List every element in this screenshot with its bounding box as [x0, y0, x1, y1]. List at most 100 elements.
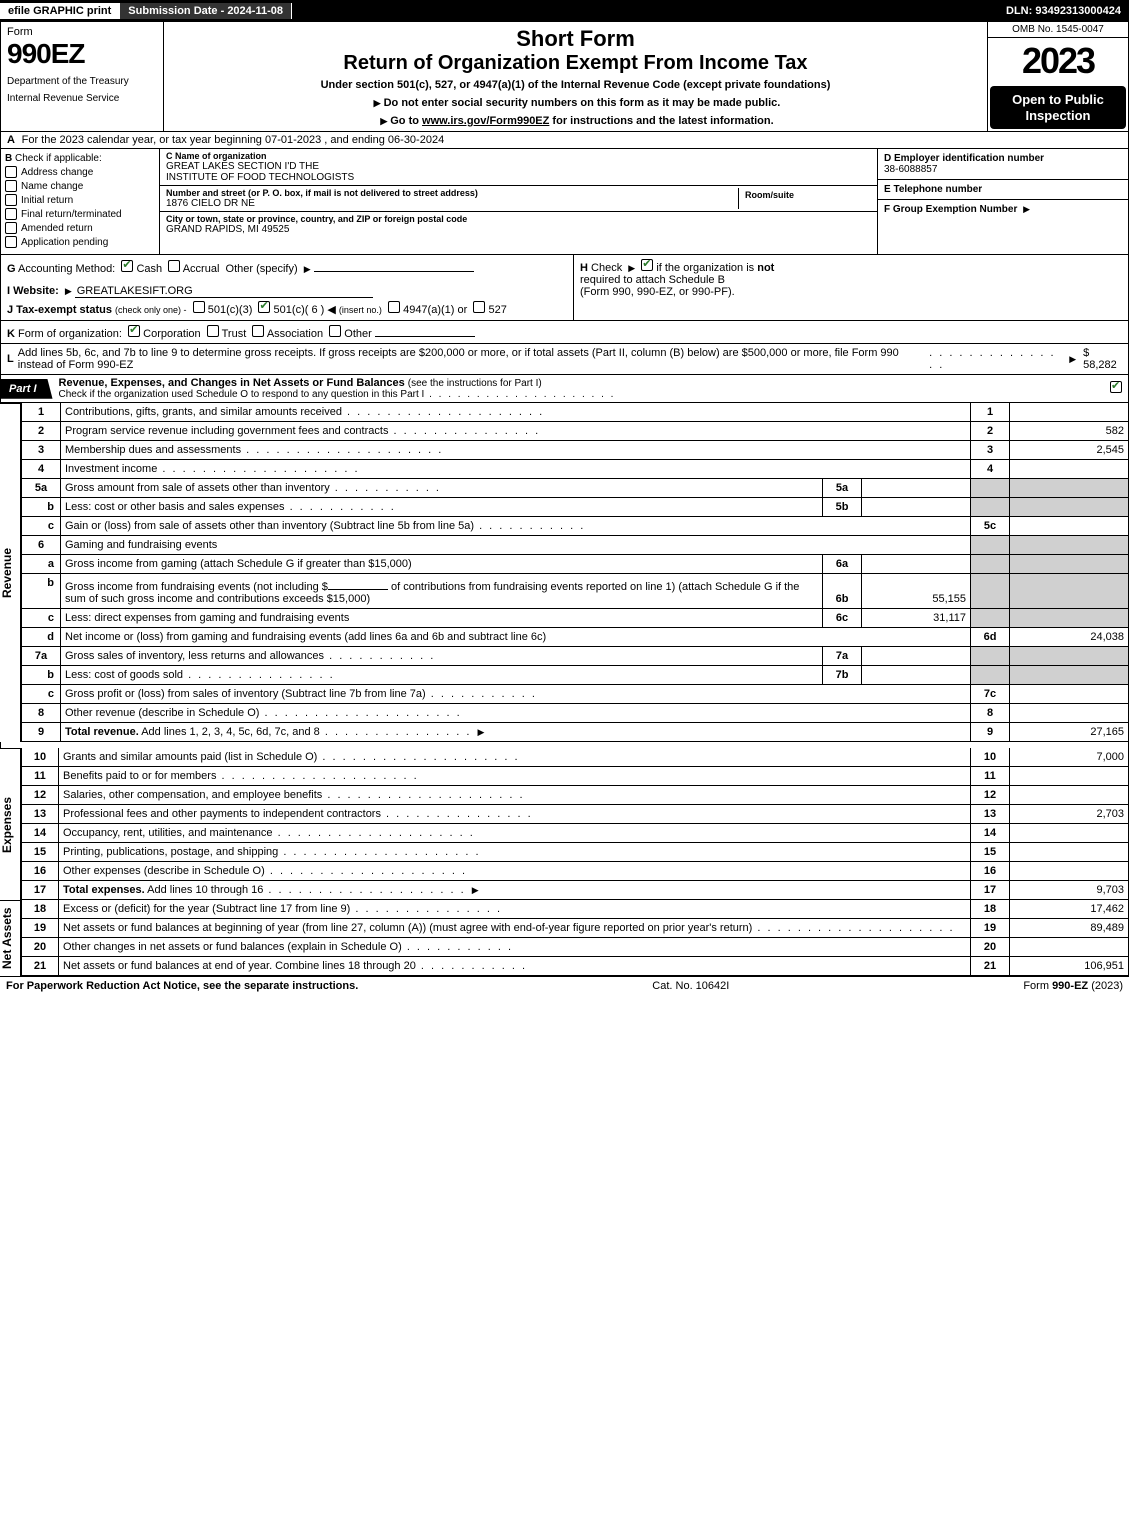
- l9-desc: Total revenue.: [65, 726, 139, 738]
- row-a-tax-year: A For the 2023 calendar year, or tax yea…: [0, 132, 1129, 149]
- l20-rn: 20: [971, 938, 1010, 957]
- l6a-rn-shade: [971, 555, 1010, 574]
- col-de: D Employer identification number 38-6088…: [877, 149, 1128, 254]
- h-text1: Check: [591, 262, 622, 274]
- form-label: Form: [7, 26, 157, 38]
- footer-right: Form 990-EZ (2023): [1023, 980, 1123, 992]
- chk-527[interactable]: [473, 301, 485, 313]
- l5b-rn-shade: [971, 498, 1010, 517]
- website-value[interactable]: GREATLAKESIFT.ORG: [75, 285, 373, 298]
- l5a-rv-shade: [1010, 479, 1129, 498]
- lbl-initial-return: Initial return: [21, 195, 73, 206]
- l19-rn: 19: [971, 919, 1010, 938]
- chk-final-return[interactable]: [5, 208, 17, 220]
- chk-schedule-b[interactable]: [641, 259, 653, 271]
- l7b-rv-shade: [1010, 666, 1129, 685]
- l15-num: 15: [22, 843, 59, 862]
- l20-num: 20: [22, 938, 59, 957]
- efile-print-button[interactable]: efile GRAPHIC print: [0, 3, 120, 19]
- chk-other-org[interactable]: [329, 325, 341, 337]
- part-1-tab: Part I: [1, 379, 53, 399]
- chk-initial-return[interactable]: [5, 194, 17, 206]
- top-bar: efile GRAPHIC print Submission Date - 20…: [0, 0, 1129, 22]
- dept-treasury: Department of the Treasury: [7, 76, 157, 87]
- chk-trust[interactable]: [207, 325, 219, 337]
- l13-desc: Professional fees and other payments to …: [63, 808, 381, 820]
- chk-corporation[interactable]: [128, 325, 140, 337]
- return-title: Return of Organization Exempt From Incom…: [172, 52, 979, 75]
- lbl-amended-return: Amended return: [21, 223, 93, 234]
- chk-cash[interactable]: [121, 260, 133, 272]
- irs-link[interactable]: www.irs.gov/Form990EZ: [422, 115, 549, 127]
- no-ssn-text: Do not enter social security numbers on …: [384, 97, 781, 109]
- l6-desc: Gaming and fundraising events: [61, 536, 971, 555]
- l21-num: 21: [22, 957, 59, 976]
- l-label: L: [7, 353, 14, 365]
- l6b-iv: 55,155: [862, 574, 971, 609]
- chk-application-pending[interactable]: [5, 236, 17, 248]
- h-label: H: [580, 262, 588, 274]
- part-1-title-post: (see the instructions for Part I): [408, 378, 542, 389]
- no-ssn-warning: Do not enter social security numbers on …: [172, 97, 979, 109]
- l16-rv: [1010, 862, 1129, 881]
- l3-desc: Membership dues and assessments: [65, 444, 241, 456]
- header-center: Short Form Return of Organization Exempt…: [164, 22, 987, 131]
- l1-rn: 1: [971, 403, 1010, 422]
- part-1-header: Part I Revenue, Expenses, and Changes in…: [0, 375, 1129, 403]
- chk-association[interactable]: [252, 325, 264, 337]
- room-label: Room/suite: [745, 190, 865, 200]
- lbl-other-method: Other (specify): [226, 263, 298, 275]
- other-org-input[interactable]: [375, 324, 475, 337]
- city-value: GRAND RAPIDS, MI 49525: [166, 224, 871, 235]
- row-a-label: A: [7, 134, 15, 146]
- chk-501c[interactable]: [258, 301, 270, 313]
- l19-num: 19: [22, 919, 59, 938]
- l10-rv: 7,000: [1010, 748, 1129, 767]
- l6c-iv: 31,117: [862, 609, 971, 628]
- other-method-input[interactable]: [314, 259, 474, 272]
- form-header: Form 990EZ Department of the Treasury In…: [0, 22, 1129, 132]
- l19-desc: Net assets or fund balances at beginning…: [63, 922, 752, 934]
- l6a-desc: Gross income from gaming (attach Schedul…: [65, 558, 412, 570]
- l15-desc: Printing, publications, postage, and shi…: [63, 846, 278, 858]
- tax-year: 2023: [988, 38, 1128, 84]
- chk-accrual[interactable]: [168, 260, 180, 272]
- chk-501c3[interactable]: [193, 301, 205, 313]
- chk-name-change[interactable]: [5, 180, 17, 192]
- l7a-rv-shade: [1010, 647, 1129, 666]
- lbl-501c3: 501(c)(3): [208, 304, 253, 316]
- l7a-iv: [862, 647, 971, 666]
- l3-rn: 3: [971, 441, 1010, 460]
- l5c-rv: [1010, 517, 1129, 536]
- chk-4947[interactable]: [388, 301, 400, 313]
- l5b-desc: Less: cost or other basis and sales expe…: [65, 501, 285, 513]
- l16-rn: 16: [971, 862, 1010, 881]
- l19-rv: 89,489: [1010, 919, 1129, 938]
- l5a-rn-shade: [971, 479, 1010, 498]
- revenue-section: Revenue 1Contributions, gifts, grants, a…: [0, 403, 1129, 742]
- l5b-rv-shade: [1010, 498, 1129, 517]
- row-gh: G Accounting Method: Cash Accrual Other …: [0, 255, 1129, 321]
- city-label: City or town, state or province, country…: [166, 214, 871, 224]
- l6b-contrib-input[interactable]: [328, 577, 388, 590]
- lbl-accrual: Accrual: [183, 263, 220, 275]
- l2-num: 2: [22, 422, 61, 441]
- l18-desc: Excess or (deficit) for the year (Subtra…: [63, 903, 350, 915]
- chk-schedule-o[interactable]: [1110, 381, 1122, 393]
- l3-rv: 2,545: [1010, 441, 1129, 460]
- irs-label: Internal Revenue Service: [7, 93, 157, 104]
- l14-rv: [1010, 824, 1129, 843]
- lbl-other-org: Other: [344, 328, 372, 340]
- org-name-label: C Name of organization: [166, 151, 871, 161]
- row-l: L Add lines 5b, 6c, and 7b to line 9 to …: [0, 344, 1129, 375]
- l7b-num: b: [22, 666, 61, 685]
- l12-num: 12: [22, 786, 59, 805]
- goto-line: Go to www.irs.gov/Form990EZ for instruct…: [172, 115, 979, 127]
- l7b-in: 7b: [823, 666, 862, 685]
- goto-pre: Go to: [390, 115, 422, 127]
- chk-address-change[interactable]: [5, 166, 17, 178]
- k-text: Form of organization:: [18, 328, 122, 340]
- ein-value: 38-6088857: [884, 164, 1122, 175]
- l3-num: 3: [22, 441, 61, 460]
- chk-amended-return[interactable]: [5, 222, 17, 234]
